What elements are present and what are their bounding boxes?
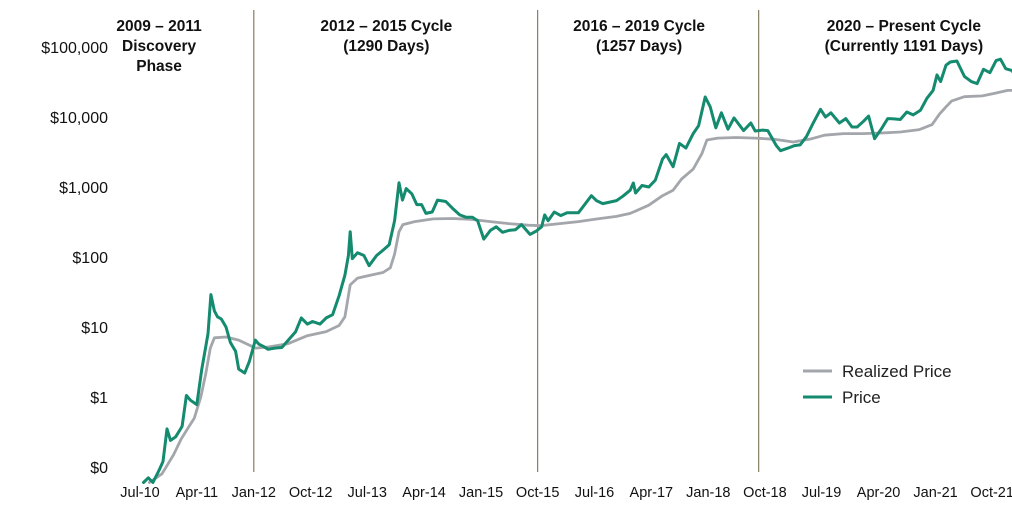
x-tick-label: Jul-16 [575,485,615,501]
cycle-phase-labels: 2009 – 2011 Discovery Phase 2012 – 2015 Cyc… [116,18,983,75]
y-tick-label: $1 [90,390,108,407]
x-tick-label: Oct-18 [743,485,787,501]
x-tick-label: Apr-20 [857,485,901,501]
y-tick-label: $100,000 [41,40,108,57]
y-tick-label: $10,000 [50,110,108,127]
phase-label-line: 2009 – 2011 [116,18,202,35]
y-tick-label: $0 [90,460,108,477]
phase-label-1: 2009 – 2011 Discovery Phase [116,18,202,75]
x-tick-label: Jan-15 [459,485,503,501]
y-axis: $0 $1 $10 $100 $1,000 $10,000 $100,000 [41,40,108,477]
legend-label: Realized Price [842,362,952,381]
x-tick-label: Jul-10 [120,485,160,501]
legend: Realized Price Price [803,362,952,407]
x-tick-label: Jan-18 [686,485,730,501]
phase-label-4: 2020 – Present Cycle (Currently 1191 Days… [825,18,984,55]
cycle-dividers [253,10,760,472]
y-tick-label: $100 [72,250,108,267]
legend-item-price: Price [803,388,881,407]
phase-label-3: 2016 – 2019 Cycle (1257 Days) [573,18,705,55]
legend-label: Price [842,388,881,407]
phase-label-line: Discovery [122,38,196,55]
phase-label-line: Phase [136,58,182,75]
x-axis: Jul-10 Apr-11 Jan-12 Oct-12 Jul-13 Apr-14 Jan-… [120,485,1012,501]
phase-label-line: (Currently 1191 Days) [825,38,984,55]
legend-item-realized: Realized Price [803,362,952,381]
x-tick-label: Oct-15 [516,485,560,501]
phase-label-line: 2012 – 2015 Cycle [320,18,452,35]
realized-line [147,89,1012,484]
phase-label-line: (1257 Days) [596,38,682,55]
phase-label-line: 2016 – 2019 Cycle [573,18,705,35]
x-tick-label: Jan-12 [232,485,276,501]
y-tick-label: $10 [81,320,108,337]
x-tick-label: Oct-12 [289,485,333,501]
x-tick-label: Oct-21 [970,485,1012,501]
phase-label-line: (1290 Days) [343,38,429,55]
x-tick-label: Jan-21 [913,485,957,501]
phase-label-line: 2020 – Present Cycle [827,18,982,35]
phase-label-2: 2012 – 2015 Cycle (1290 Days) [320,18,452,55]
x-tick-label: Jul-19 [802,485,842,501]
y-tick-label: $1,000 [59,180,108,197]
x-tick-label: Jul-13 [348,485,388,501]
series-layer [142,57,1012,484]
x-tick-label: Apr-14 [402,485,446,501]
price-line [142,57,1012,484]
x-tick-label: Apr-11 [176,485,218,501]
x-tick-label: Apr-17 [630,485,674,501]
